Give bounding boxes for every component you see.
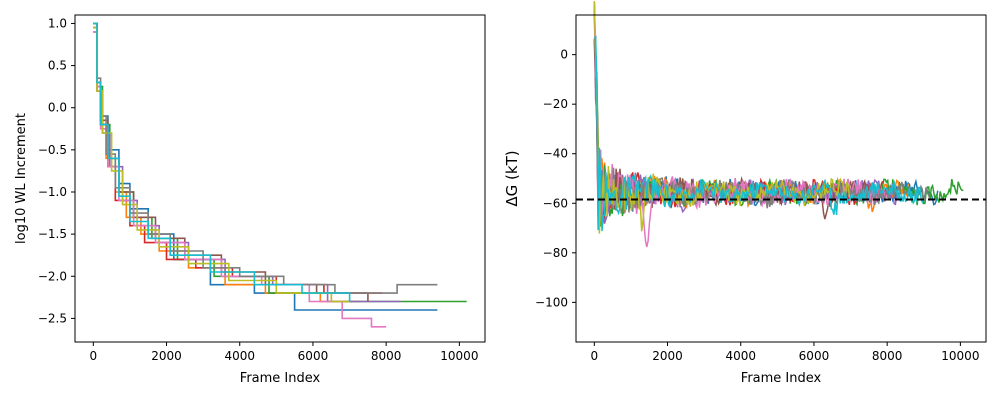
delta-g-series-line-7 xyxy=(593,38,931,228)
delta-g-x-ticks: 0 2000 4000 6000 8000 10000 xyxy=(590,342,979,363)
wl-axes-frame xyxy=(74,14,486,343)
wl-x-ticks: 0 2000 4000 6000 8000 10000 xyxy=(89,342,478,363)
y-tick-label: −0.5 xyxy=(38,143,67,157)
y-tick-label: −2.0 xyxy=(38,269,67,283)
y-tick-label: −1.0 xyxy=(38,185,67,199)
delta-g-series-line-6 xyxy=(593,1,888,248)
x-tick-label: 6000 xyxy=(298,349,329,363)
y-tick-label: −1.5 xyxy=(38,227,67,241)
x-tick-label: 0 xyxy=(89,349,97,363)
x-tick-label: 2000 xyxy=(652,349,683,363)
x-tick-label: 2000 xyxy=(151,349,182,363)
delta-g-x-axis-label: Frame Index xyxy=(741,371,822,386)
delta-g-series-line-9 xyxy=(593,35,925,232)
delta-g-y-ticks: 0 −20 −40 −60 −80 −100 xyxy=(535,48,576,309)
x-tick-label: 6000 xyxy=(799,349,830,363)
y-tick-label: −20 xyxy=(543,97,568,111)
wl-x-axis-label: Frame Index xyxy=(240,371,321,386)
x-tick-label: 8000 xyxy=(371,349,402,363)
y-tick-label: 0.5 xyxy=(48,59,67,73)
wl-y-ticks: 1.0 0.5 0.0 −0.5 −1.0 −1.5 −2.0 −2.5 xyxy=(38,16,75,325)
wl-y-axis-label: log10 WL Increment xyxy=(14,113,29,244)
y-tick-label: −60 xyxy=(543,196,568,210)
wl-series-line-9 xyxy=(93,22,351,302)
y-tick-label: −40 xyxy=(543,147,568,161)
delta-g-panel: 0 2000 4000 6000 8000 10000 0 −20 −40 −60 −80 −100… xyxy=(503,1,987,386)
wl-series-group xyxy=(93,22,467,328)
delta-g-series-group xyxy=(593,1,964,248)
y-tick-label: 0 xyxy=(560,48,568,62)
x-tick-label: 4000 xyxy=(725,349,756,363)
y-tick-label: −2.5 xyxy=(38,311,67,325)
x-tick-label: 4000 xyxy=(224,349,255,363)
y-tick-label: −100 xyxy=(535,295,568,309)
y-tick-label: 0.0 xyxy=(48,101,67,115)
delta-g-axes-frame xyxy=(575,14,987,343)
wl-increment-panel: 0 2000 4000 6000 8000 10000 1.0 0.5 0.0 −0.5 −1.0… xyxy=(14,14,486,386)
x-tick-label: 10000 xyxy=(440,349,478,363)
delta-g-y-axis-label: ΔG (kT) xyxy=(503,150,521,206)
y-tick-label: −80 xyxy=(543,246,568,260)
x-tick-label: 10000 xyxy=(941,349,979,363)
y-tick-label: 1.0 xyxy=(48,16,67,30)
x-tick-label: 8000 xyxy=(872,349,903,363)
x-tick-label: 0 xyxy=(590,349,598,363)
